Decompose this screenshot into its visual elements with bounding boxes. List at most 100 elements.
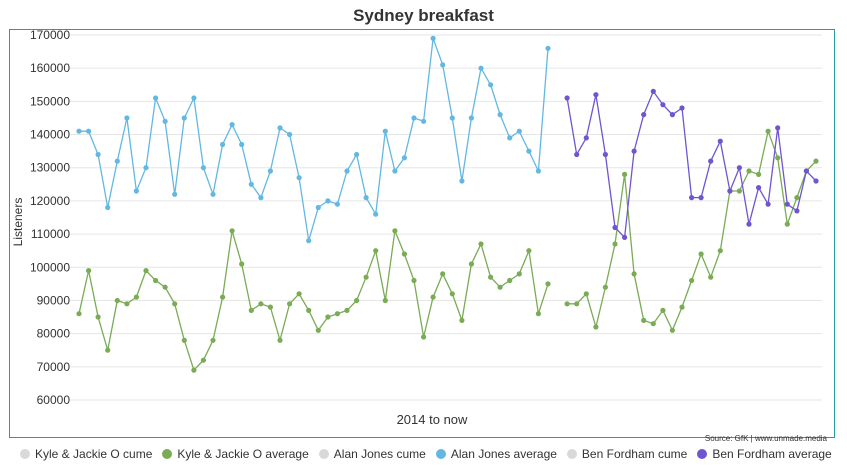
data-point[interactable] [210, 191, 216, 197]
data-point[interactable] [803, 168, 810, 174]
data-point[interactable] [775, 125, 781, 131]
data-point[interactable] [765, 201, 771, 207]
data-point[interactable] [650, 88, 656, 94]
data-point[interactable] [421, 118, 427, 124]
data-point[interactable] [363, 195, 369, 201]
data-point[interactable] [373, 211, 379, 217]
data-point[interactable] [363, 274, 369, 280]
data-point[interactable] [459, 178, 465, 184]
data-point[interactable] [497, 284, 503, 290]
data-point[interactable] [717, 138, 723, 144]
data-point[interactable] [526, 148, 532, 154]
data-point[interactable] [411, 277, 417, 284]
data-point[interactable] [784, 221, 790, 227]
data-point[interactable] [574, 151, 580, 158]
data-point[interactable] [631, 271, 637, 277]
data-point[interactable] [315, 204, 321, 211]
data-point[interactable] [382, 128, 388, 134]
data-point[interactable] [411, 115, 417, 121]
data-point[interactable] [507, 135, 513, 141]
data-point[interactable] [516, 271, 522, 277]
data-point[interactable] [497, 112, 503, 118]
data-point[interactable] [488, 274, 494, 280]
data-point[interactable] [784, 201, 790, 207]
data-point[interactable] [679, 304, 685, 310]
legend-item[interactable]: Ben Fordham average [697, 447, 832, 461]
data-point[interactable] [162, 118, 168, 124]
data-point[interactable] [277, 337, 283, 343]
data-point[interactable] [306, 238, 312, 244]
data-point[interactable] [334, 311, 340, 317]
data-point[interactable] [449, 291, 455, 297]
data-point[interactable] [105, 347, 111, 353]
data-point[interactable] [95, 151, 101, 158]
data-point[interactable] [545, 281, 551, 287]
data-point[interactable] [296, 291, 302, 297]
data-point[interactable] [382, 297, 388, 304]
data-point[interactable] [172, 191, 178, 197]
data-point[interactable] [708, 158, 714, 164]
data-point[interactable] [449, 115, 455, 121]
data-point[interactable] [459, 317, 465, 323]
data-point[interactable] [277, 125, 283, 131]
data-point[interactable] [392, 168, 398, 174]
data-point[interactable] [267, 168, 273, 174]
legend-item[interactable]: Kyle & Jackie O cume [20, 447, 152, 461]
data-point[interactable] [239, 261, 245, 267]
data-point[interactable] [258, 195, 264, 201]
data-point[interactable] [421, 334, 427, 340]
data-point[interactable] [258, 301, 264, 307]
data-point[interactable] [354, 297, 360, 304]
data-point[interactable] [669, 112, 676, 118]
data-point[interactable] [468, 261, 474, 267]
data-point[interactable] [143, 268, 149, 274]
data-point[interactable] [440, 271, 446, 277]
data-point[interactable] [325, 314, 331, 320]
data-point[interactable] [689, 195, 695, 201]
data-point[interactable] [736, 165, 743, 171]
data-point[interactable] [727, 188, 733, 194]
data-point[interactable] [401, 251, 407, 257]
data-point[interactable] [564, 95, 570, 101]
data-point[interactable] [296, 175, 302, 181]
data-point[interactable] [133, 294, 139, 300]
data-point[interactable] [535, 168, 542, 174]
data-point[interactable] [344, 307, 350, 313]
data-point[interactable] [660, 102, 666, 108]
data-point[interactable] [172, 301, 178, 307]
data-point[interactable] [612, 224, 618, 231]
data-point[interactable] [191, 367, 197, 373]
data-point[interactable] [622, 171, 628, 177]
data-point[interactable] [593, 92, 599, 98]
data-point[interactable] [756, 171, 762, 177]
data-point[interactable] [602, 151, 609, 158]
data-point[interactable] [641, 112, 647, 118]
data-point[interactable] [775, 155, 781, 161]
data-point[interactable] [478, 241, 484, 247]
data-point[interactable] [124, 301, 130, 307]
data-point[interactable] [153, 277, 159, 284]
data-point[interactable] [516, 128, 522, 134]
data-point[interactable] [210, 337, 216, 343]
data-point[interactable] [583, 135, 589, 141]
data-point[interactable] [86, 128, 92, 134]
data-point[interactable] [765, 128, 771, 134]
data-point[interactable] [143, 165, 149, 171]
data-point[interactable] [105, 204, 111, 211]
data-point[interactable] [794, 195, 800, 201]
data-point[interactable] [602, 284, 609, 290]
data-point[interactable] [248, 307, 254, 313]
data-point[interactable] [564, 301, 570, 307]
data-point[interactable] [239, 141, 245, 148]
data-point[interactable] [334, 201, 340, 207]
data-point[interactable] [287, 131, 293, 138]
data-point[interactable] [813, 158, 819, 164]
data-point[interactable] [200, 165, 206, 171]
data-point[interactable] [401, 155, 407, 161]
data-point[interactable] [708, 274, 714, 280]
data-point[interactable] [76, 311, 82, 317]
data-point[interactable] [153, 95, 159, 101]
legend-item[interactable]: Alan Jones average [435, 447, 557, 461]
data-point[interactable] [736, 188, 743, 194]
data-point[interactable] [430, 294, 436, 300]
